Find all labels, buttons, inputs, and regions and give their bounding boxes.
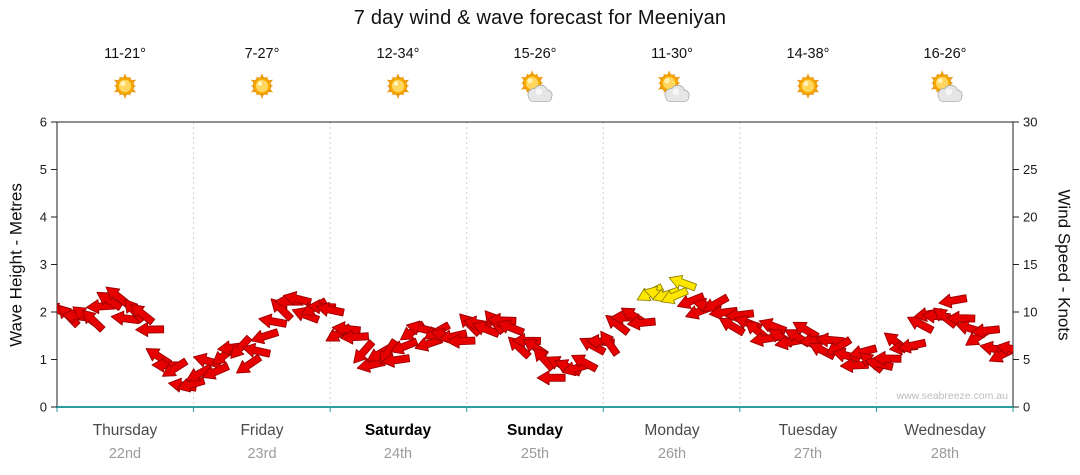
day-temp: 16-26° — [923, 46, 967, 62]
svg-text:0: 0 — [1023, 400, 1030, 415]
wind-arrow — [236, 354, 263, 374]
wind-arrow — [81, 309, 106, 333]
wind-arrow — [536, 370, 566, 386]
day-temp: 7-27° — [244, 46, 280, 62]
day-date: 26th — [657, 446, 687, 462]
wind-arrow — [600, 330, 621, 357]
wind-arrow — [162, 357, 189, 377]
wind-arrow — [446, 333, 476, 349]
watermark: www.seabreeze.com.au — [896, 390, 1009, 402]
weather-icon-sunny — [386, 73, 410, 99]
day-date: 28th — [930, 446, 960, 462]
weather-icon-partly-cloudy — [520, 70, 553, 102]
wind-arrow — [331, 321, 361, 337]
wind-arrow — [250, 328, 280, 345]
weather-icon-partly-cloudy — [930, 70, 963, 102]
wind-arrow — [130, 304, 156, 326]
wind-arrow — [897, 338, 927, 354]
wind-arrow — [792, 321, 820, 341]
svg-text:2: 2 — [40, 305, 47, 320]
wind-arrows — [57, 274, 1013, 393]
svg-text:0: 0 — [40, 400, 47, 415]
day-name: Saturday — [364, 422, 432, 439]
page-title: 7 day wind & wave forecast for Meeniyan — [353, 7, 727, 29]
wind-arrow — [626, 315, 656, 331]
svg-text:25: 25 — [1023, 162, 1037, 177]
day-temp: 14-38° — [786, 46, 830, 62]
day-name: Thursday — [92, 422, 158, 439]
wind-arrow-strong — [660, 287, 689, 304]
wind-arrow — [708, 305, 738, 321]
day-temp: 12-34° — [376, 46, 420, 62]
wind-arrow — [571, 354, 599, 373]
wind-arrow — [971, 323, 1001, 339]
weather-icon-partly-cloudy — [657, 70, 690, 102]
svg-text:6: 6 — [40, 115, 47, 130]
day-date: 23rd — [247, 446, 277, 462]
svg-text:20: 20 — [1023, 210, 1037, 225]
cloud-icon — [937, 84, 963, 102]
wind-arrow — [186, 363, 214, 382]
wind-arrow — [353, 339, 376, 364]
wind-arrow — [995, 340, 1013, 356]
wind-arrow — [230, 334, 253, 359]
wind-arrow — [105, 286, 131, 308]
day-name: Monday — [644, 422, 700, 439]
svg-text:30: 30 — [1023, 115, 1037, 130]
svg-text:1: 1 — [40, 352, 47, 367]
day-date: 24th — [383, 446, 413, 462]
svg-text:5: 5 — [1023, 352, 1030, 367]
wind-arrow — [702, 293, 730, 312]
wind-arrow — [677, 292, 706, 309]
day-temp: 11-21° — [104, 46, 146, 62]
wind-arrow — [381, 353, 411, 368]
day-temp: 11-30° — [651, 46, 693, 62]
day-name: Wednesday — [904, 422, 986, 439]
wind-arrow — [242, 342, 272, 358]
day-date: 25th — [520, 446, 550, 462]
wind-arrow — [135, 322, 165, 337]
weather-icon-sunny — [796, 73, 820, 99]
wind-arrow — [496, 319, 525, 337]
wind-arrow — [315, 301, 345, 317]
day-gridlines — [193, 122, 877, 407]
wind-arrow — [579, 337, 607, 356]
wind-arrow — [282, 291, 312, 307]
svg-text:4: 4 — [40, 210, 47, 225]
wind-arrow — [201, 362, 230, 380]
svg-text:3: 3 — [40, 257, 47, 272]
day-name: Friday — [240, 422, 284, 439]
wind-arrow — [938, 293, 968, 309]
day-date: 27th — [793, 446, 823, 462]
wind-arrow-strong — [668, 274, 698, 292]
svg-text:10: 10 — [1023, 305, 1037, 320]
wind-arrow — [339, 329, 370, 345]
svg-text:5: 5 — [40, 162, 47, 177]
wind-arrow — [872, 350, 902, 366]
svg-text:15: 15 — [1023, 257, 1037, 272]
axis-ticks: 0 1 2 3 4 5 6 0 5 10 15 20 25 30 — [40, 115, 1038, 415]
weather-icon-sunny — [113, 73, 137, 99]
weather-icon-sunny — [250, 73, 274, 99]
day-name: Tuesday — [778, 422, 838, 439]
cloud-icon — [527, 84, 553, 102]
wind-arrow — [258, 313, 288, 329]
day-name: Sunday — [507, 422, 563, 439]
day-date: 22nd — [108, 446, 142, 462]
wind-arrow — [864, 356, 894, 371]
day-temp: 15-26° — [513, 46, 557, 62]
cloud-icon — [664, 84, 690, 102]
